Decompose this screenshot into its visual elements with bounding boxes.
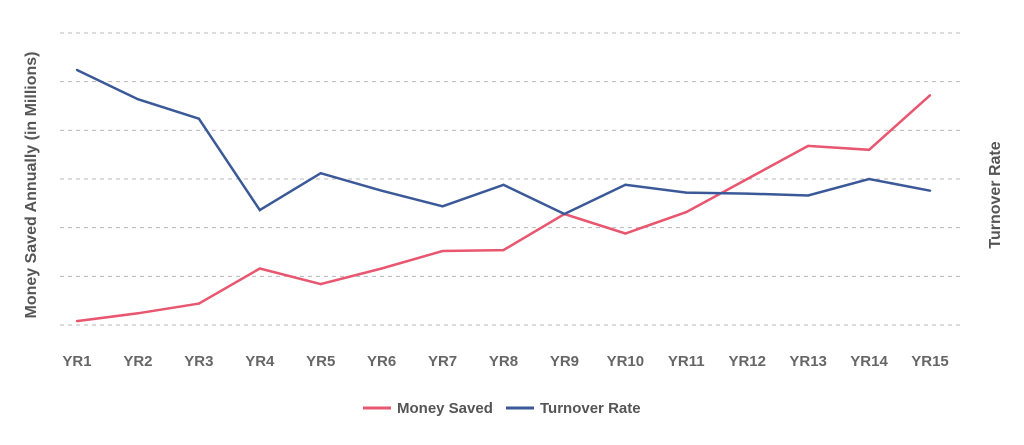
x-tick-label: YR15 [911, 353, 949, 370]
data-point-turnover-rate [136, 97, 140, 101]
data-point-money-saved [136, 312, 140, 315]
data-point-turnover-rate [563, 212, 566, 216]
legend-item-money-saved: Money Saved [363, 400, 493, 417]
series-layer [75, 68, 932, 323]
x-tick-label: YR6 [367, 353, 396, 370]
data-point-money-saved [746, 177, 749, 181]
legend-item-turnover-rate: Turnover Rate [506, 400, 641, 417]
x-tick-label: YR4 [245, 353, 275, 370]
x-tick-label: YR9 [550, 353, 579, 370]
data-point-turnover-rate [746, 192, 749, 195]
data-point-turnover-rate [441, 205, 444, 208]
x-tick-label: YR12 [728, 353, 766, 370]
legend: Money Saved Turnover Rate [363, 400, 641, 417]
y-axis-label-left: Money Saved Annually (in Millions) [23, 52, 40, 319]
x-tick-label: YR3 [184, 353, 213, 370]
y-axis-label-right: Turnover Rate [987, 141, 1004, 248]
x-tick-label: YR11 [668, 353, 705, 370]
x-tick-label: YR7 [428, 353, 457, 370]
x-tick-label: YR2 [123, 353, 152, 370]
x-tick-label: YR1 [62, 353, 91, 370]
data-point-money-saved [380, 267, 383, 270]
x-tick-label: YR10 [607, 353, 645, 370]
data-point-turnover-rate [75, 68, 79, 72]
data-point-turnover-rate [258, 208, 261, 212]
data-point-money-saved [441, 249, 444, 253]
data-point-turnover-rate [197, 117, 201, 120]
x-tick-label: YR8 [489, 353, 518, 370]
data-point-turnover-rate [685, 191, 688, 194]
data-point-money-saved [867, 148, 871, 151]
data-point-turnover-rate [319, 171, 322, 175]
data-point-money-saved [806, 144, 810, 148]
x-tick-label: YR13 [789, 353, 827, 370]
data-point-money-saved [319, 282, 322, 286]
legend-label-money-saved: Money Saved [397, 400, 493, 417]
data-point-turnover-rate [502, 183, 505, 187]
data-point-money-saved [197, 302, 201, 305]
data-point-turnover-rate [624, 183, 627, 187]
data-point-turnover-rate [867, 177, 871, 181]
data-point-turnover-rate [380, 189, 383, 192]
series-line-turnover-rate [76, 68, 931, 216]
data-point-money-saved [685, 210, 688, 214]
data-point-money-saved [928, 94, 932, 97]
data-point-money-saved [624, 232, 627, 235]
grid-lines [60, 32, 962, 326]
x-axis-tick-labels: YR1 YR2 YR3 YR4 YR5 YR6 YR7 YR8 YR9 YR10 YR11 YR12 Y… [62, 353, 948, 370]
legend-label-turnover-rate: Turnover Rate [540, 400, 641, 417]
data-point-money-saved [502, 248, 505, 252]
data-point-turnover-rate [928, 189, 932, 192]
x-tick-label: YR14 [850, 353, 888, 370]
data-point-turnover-rate [806, 194, 810, 197]
data-point-money-saved [258, 267, 261, 270]
x-tick-label: YR5 [306, 353, 335, 370]
data-point-money-saved [75, 319, 79, 323]
